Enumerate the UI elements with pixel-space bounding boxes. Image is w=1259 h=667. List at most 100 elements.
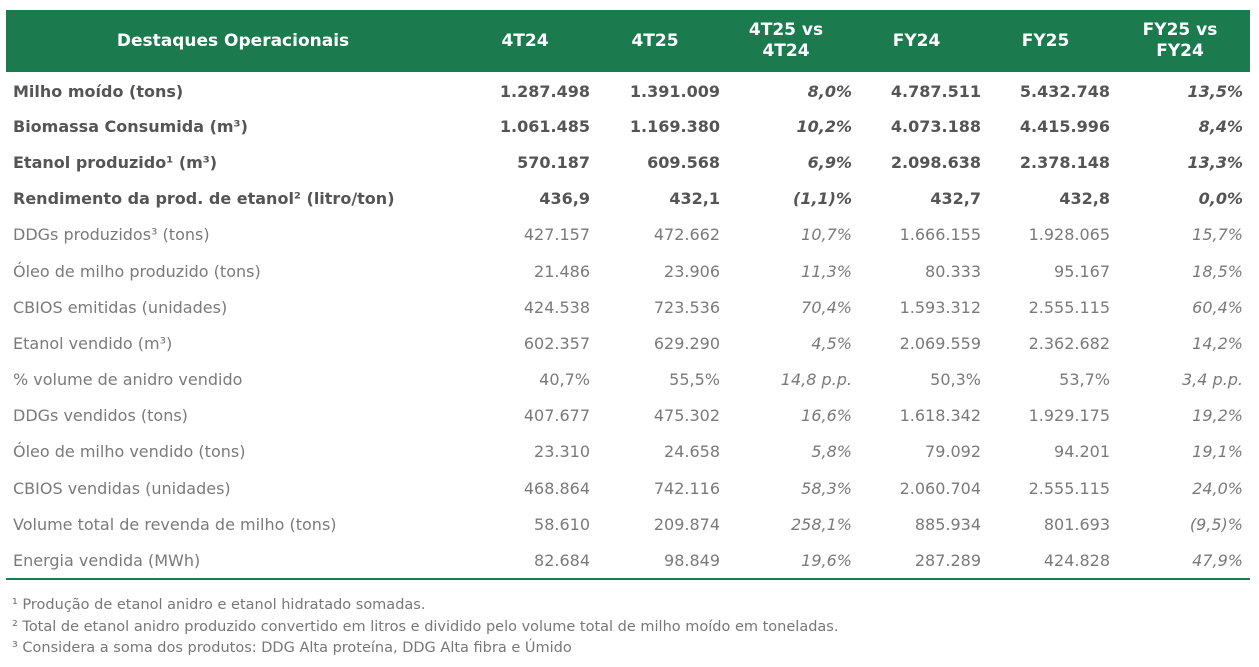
row-label: % volume de anidro vendido (13, 370, 243, 390)
table-row: Energia vendida (MWh) 82.684 98.849 19,6% 28… (6, 542, 1250, 578)
cell: 19,6% (801, 550, 852, 570)
cell: 98.849 (664, 550, 720, 570)
header-cell: 4T25 vs 4T24 (748, 20, 824, 61)
cell: 58.610 (534, 514, 590, 534)
table-row: Óleo de milho vendido (tons) 23.310 24.658… (6, 434, 1250, 470)
table-row: Etanol produzido¹ (m³) 570.187 609.568 6,9%… (6, 144, 1250, 180)
table-row: Milho moído (tons) 1.287.498 1.391.009 8,0%… (6, 72, 1250, 108)
header-cell: FY24 (892, 30, 941, 51)
cell: 472.662 (653, 225, 720, 245)
cell: (1,1)% (793, 189, 852, 209)
row-label: Volume total de revenda de milho (tons) (13, 514, 337, 534)
cell: 11,3% (801, 261, 852, 281)
cell: 885.934 (914, 514, 981, 534)
footnotes: ¹ Produção de etanol anidro e etanol hid… (12, 595, 838, 660)
header-cell: Destaques Operacionais (116, 30, 350, 51)
table-body: Milho moído (tons) 1.287.498 1.391.009 8,0%… (6, 72, 1250, 579)
cell: 8,0% (807, 82, 852, 102)
table-row: Rendimento da prod. de etanol² (litro/to… (6, 181, 1250, 217)
cell: 15,7% (1192, 225, 1243, 245)
cell: 5.432.748 (1019, 82, 1110, 102)
table-row: DDGs vendidos (tons) 407.677 475.302 16,6% 1… (6, 398, 1250, 434)
cell: 18,5% (1192, 261, 1243, 281)
cell: 3,4 p.p. (1181, 370, 1243, 390)
table-row: % volume de anidro vendido 40,7% 55,5% 14,8… (6, 362, 1250, 398)
cell: 70,4% (801, 297, 852, 317)
cell: (9,5)% (1189, 514, 1243, 534)
cell: 2.378.148 (1019, 152, 1110, 172)
cell: 4.073.188 (890, 116, 981, 136)
cell: 424.538 (523, 297, 590, 317)
cell: 427.157 (523, 225, 590, 245)
cell: 24,0% (1192, 478, 1243, 498)
cell: 10,7% (801, 225, 852, 245)
table-row: Óleo de milho produzido (tons) 21.486 23.9… (6, 253, 1250, 289)
cell: 79.092 (925, 442, 981, 462)
table-header: Destaques Operacionais 4T24 4T25 4T25 vs 4T… (6, 10, 1250, 72)
row-label: DDGs vendidos (tons) (13, 406, 188, 426)
row-label: Milho moído (tons) (13, 82, 184, 102)
cell: 4.415.996 (1019, 116, 1110, 136)
operational-table: Destaques Operacionais 4T24 4T25 4T25 vs 4T… (6, 10, 1250, 580)
cell: 19,1% (1192, 442, 1243, 462)
cell: 2.555.115 (1028, 297, 1110, 317)
cell: 5,8% (811, 442, 852, 462)
row-label: CBIOS emitidas (unidades) (13, 297, 228, 317)
table-row: Volume total de revenda de milho (tons) 5… (6, 506, 1250, 542)
cell: 2.098.638 (890, 152, 981, 172)
cell: 432,1 (669, 189, 720, 209)
row-label: Energia vendida (MWh) (13, 550, 201, 570)
cell: 1.391.009 (629, 82, 720, 102)
cell: 468.864 (523, 478, 590, 498)
cell: 1.618.342 (899, 406, 981, 426)
cell: 23.310 (534, 442, 590, 462)
cell: 432,8 (1059, 189, 1110, 209)
cell: 609.568 (647, 152, 720, 172)
cell: 50,3% (930, 370, 981, 390)
cell: 58,3% (801, 478, 852, 498)
table-row: CBIOS emitidas (unidades) 424.538 723.536 7… (6, 289, 1250, 325)
cell: 13,3% (1187, 152, 1243, 172)
cell: 4,5% (811, 333, 852, 353)
footnote: ² Total de etanol anidro produzido conve… (12, 618, 839, 635)
row-label: Óleo de milho produzido (tons) (13, 261, 261, 281)
row-label: DDGs produzidos³ (tons) (13, 225, 210, 245)
cell: 24.658 (664, 442, 720, 462)
cell: 95.167 (1054, 261, 1110, 281)
header-cell: 4T25 (631, 30, 679, 51)
cell: 0,0% (1198, 189, 1243, 209)
cell: 60,4% (1192, 297, 1243, 317)
cell: 6,9% (807, 152, 852, 172)
header-row: Destaques Operacionais 4T24 4T25 4T25 vs 4T… (6, 10, 1250, 72)
cell: 47,9% (1192, 550, 1243, 570)
cell: 80.333 (925, 261, 981, 281)
cell: 14,2% (1192, 333, 1243, 353)
header-cell: FY25 vs FY24 (1142, 20, 1218, 61)
cell: 1.928.065 (1028, 225, 1110, 245)
cell: 1.929.175 (1028, 406, 1110, 426)
cell: 82.684 (534, 550, 590, 570)
cell: 94.201 (1054, 442, 1110, 462)
table-row: Biomassa Consumida (m³) 1.061.485 1.169.38… (6, 108, 1250, 144)
cell: 742.116 (653, 478, 720, 498)
cell: 436,9 (539, 189, 590, 209)
cell: 19,2% (1192, 406, 1243, 426)
cell: 629.290 (653, 333, 720, 353)
cell: 2.060.704 (899, 478, 981, 498)
cell: 8,4% (1198, 116, 1243, 136)
cell: 287.289 (914, 550, 981, 570)
cell: 2.362.682 (1028, 333, 1110, 353)
cell: 10,2% (796, 116, 852, 136)
cell: 801.693 (1043, 514, 1110, 534)
table-row: CBIOS vendidas (unidades) 468.864 742.116 5… (6, 470, 1250, 506)
table-row: Etanol vendido (m³) 602.357 629.290 4,5% 2.0… (6, 325, 1250, 361)
cell: 14,8 p.p. (780, 370, 852, 390)
cell: 13,5% (1187, 82, 1243, 102)
cell: 570.187 (517, 152, 590, 172)
cell: 2.069.559 (899, 333, 981, 353)
cell: 1.666.155 (899, 225, 981, 245)
cell: 407.677 (523, 406, 590, 426)
table-row: DDGs produzidos³ (tons) 427.157 472.662 10,… (6, 217, 1250, 253)
row-label: Rendimento da prod. de etanol² (litro/to… (13, 189, 395, 209)
cell: 602.357 (523, 333, 590, 353)
